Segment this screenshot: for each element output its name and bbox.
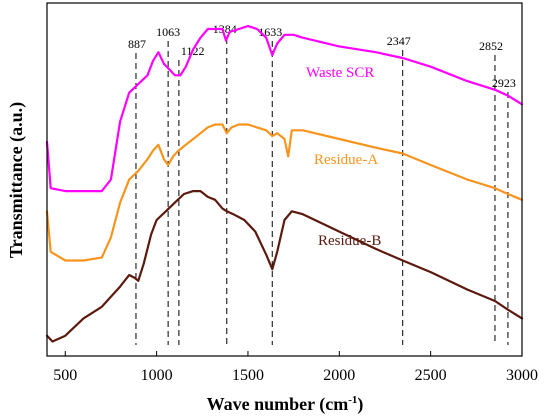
plot-frame: [46, 2, 523, 357]
x-axis-title-main: Wave number (cm: [207, 394, 349, 415]
series-line-0: [45, 25, 524, 193]
x-tick-label: 500: [53, 367, 77, 384]
x-axis-title-close: ): [357, 394, 363, 415]
x-ticks-group: 500 1000 1500 2000 2500 3000: [53, 351, 538, 384]
peak-label: 2347: [387, 34, 411, 48]
series-labels-group: Waste SCR Residue-A Residue-B: [306, 65, 381, 249]
peak-label: 2852: [479, 39, 503, 53]
y-axis-title: Transmittance (a.u.): [6, 102, 27, 258]
x-axis-title: Wave number (cm-1): [207, 394, 364, 415]
series-label: Residue-A: [314, 152, 378, 168]
series-label: Residue-B: [318, 233, 381, 249]
x-tick-label: 1000: [141, 367, 173, 384]
x-tick-label: 2000: [323, 367, 355, 384]
series-lines-group: [45, 25, 524, 343]
x-tick-label: 1500: [232, 367, 264, 384]
x-tick-label: 3000: [506, 367, 538, 384]
x-tick-label: 2500: [415, 367, 447, 384]
peak-label: 2923: [492, 76, 516, 90]
x-axis-title-sup: -1: [348, 394, 357, 406]
series-line-1: [45, 123, 524, 262]
series-line-2: [45, 190, 524, 343]
peak-label: 1063: [156, 25, 180, 39]
series-label: Waste SCR: [306, 65, 374, 81]
peak-label: 1633: [258, 25, 282, 39]
peak-label: 887: [128, 37, 146, 51]
